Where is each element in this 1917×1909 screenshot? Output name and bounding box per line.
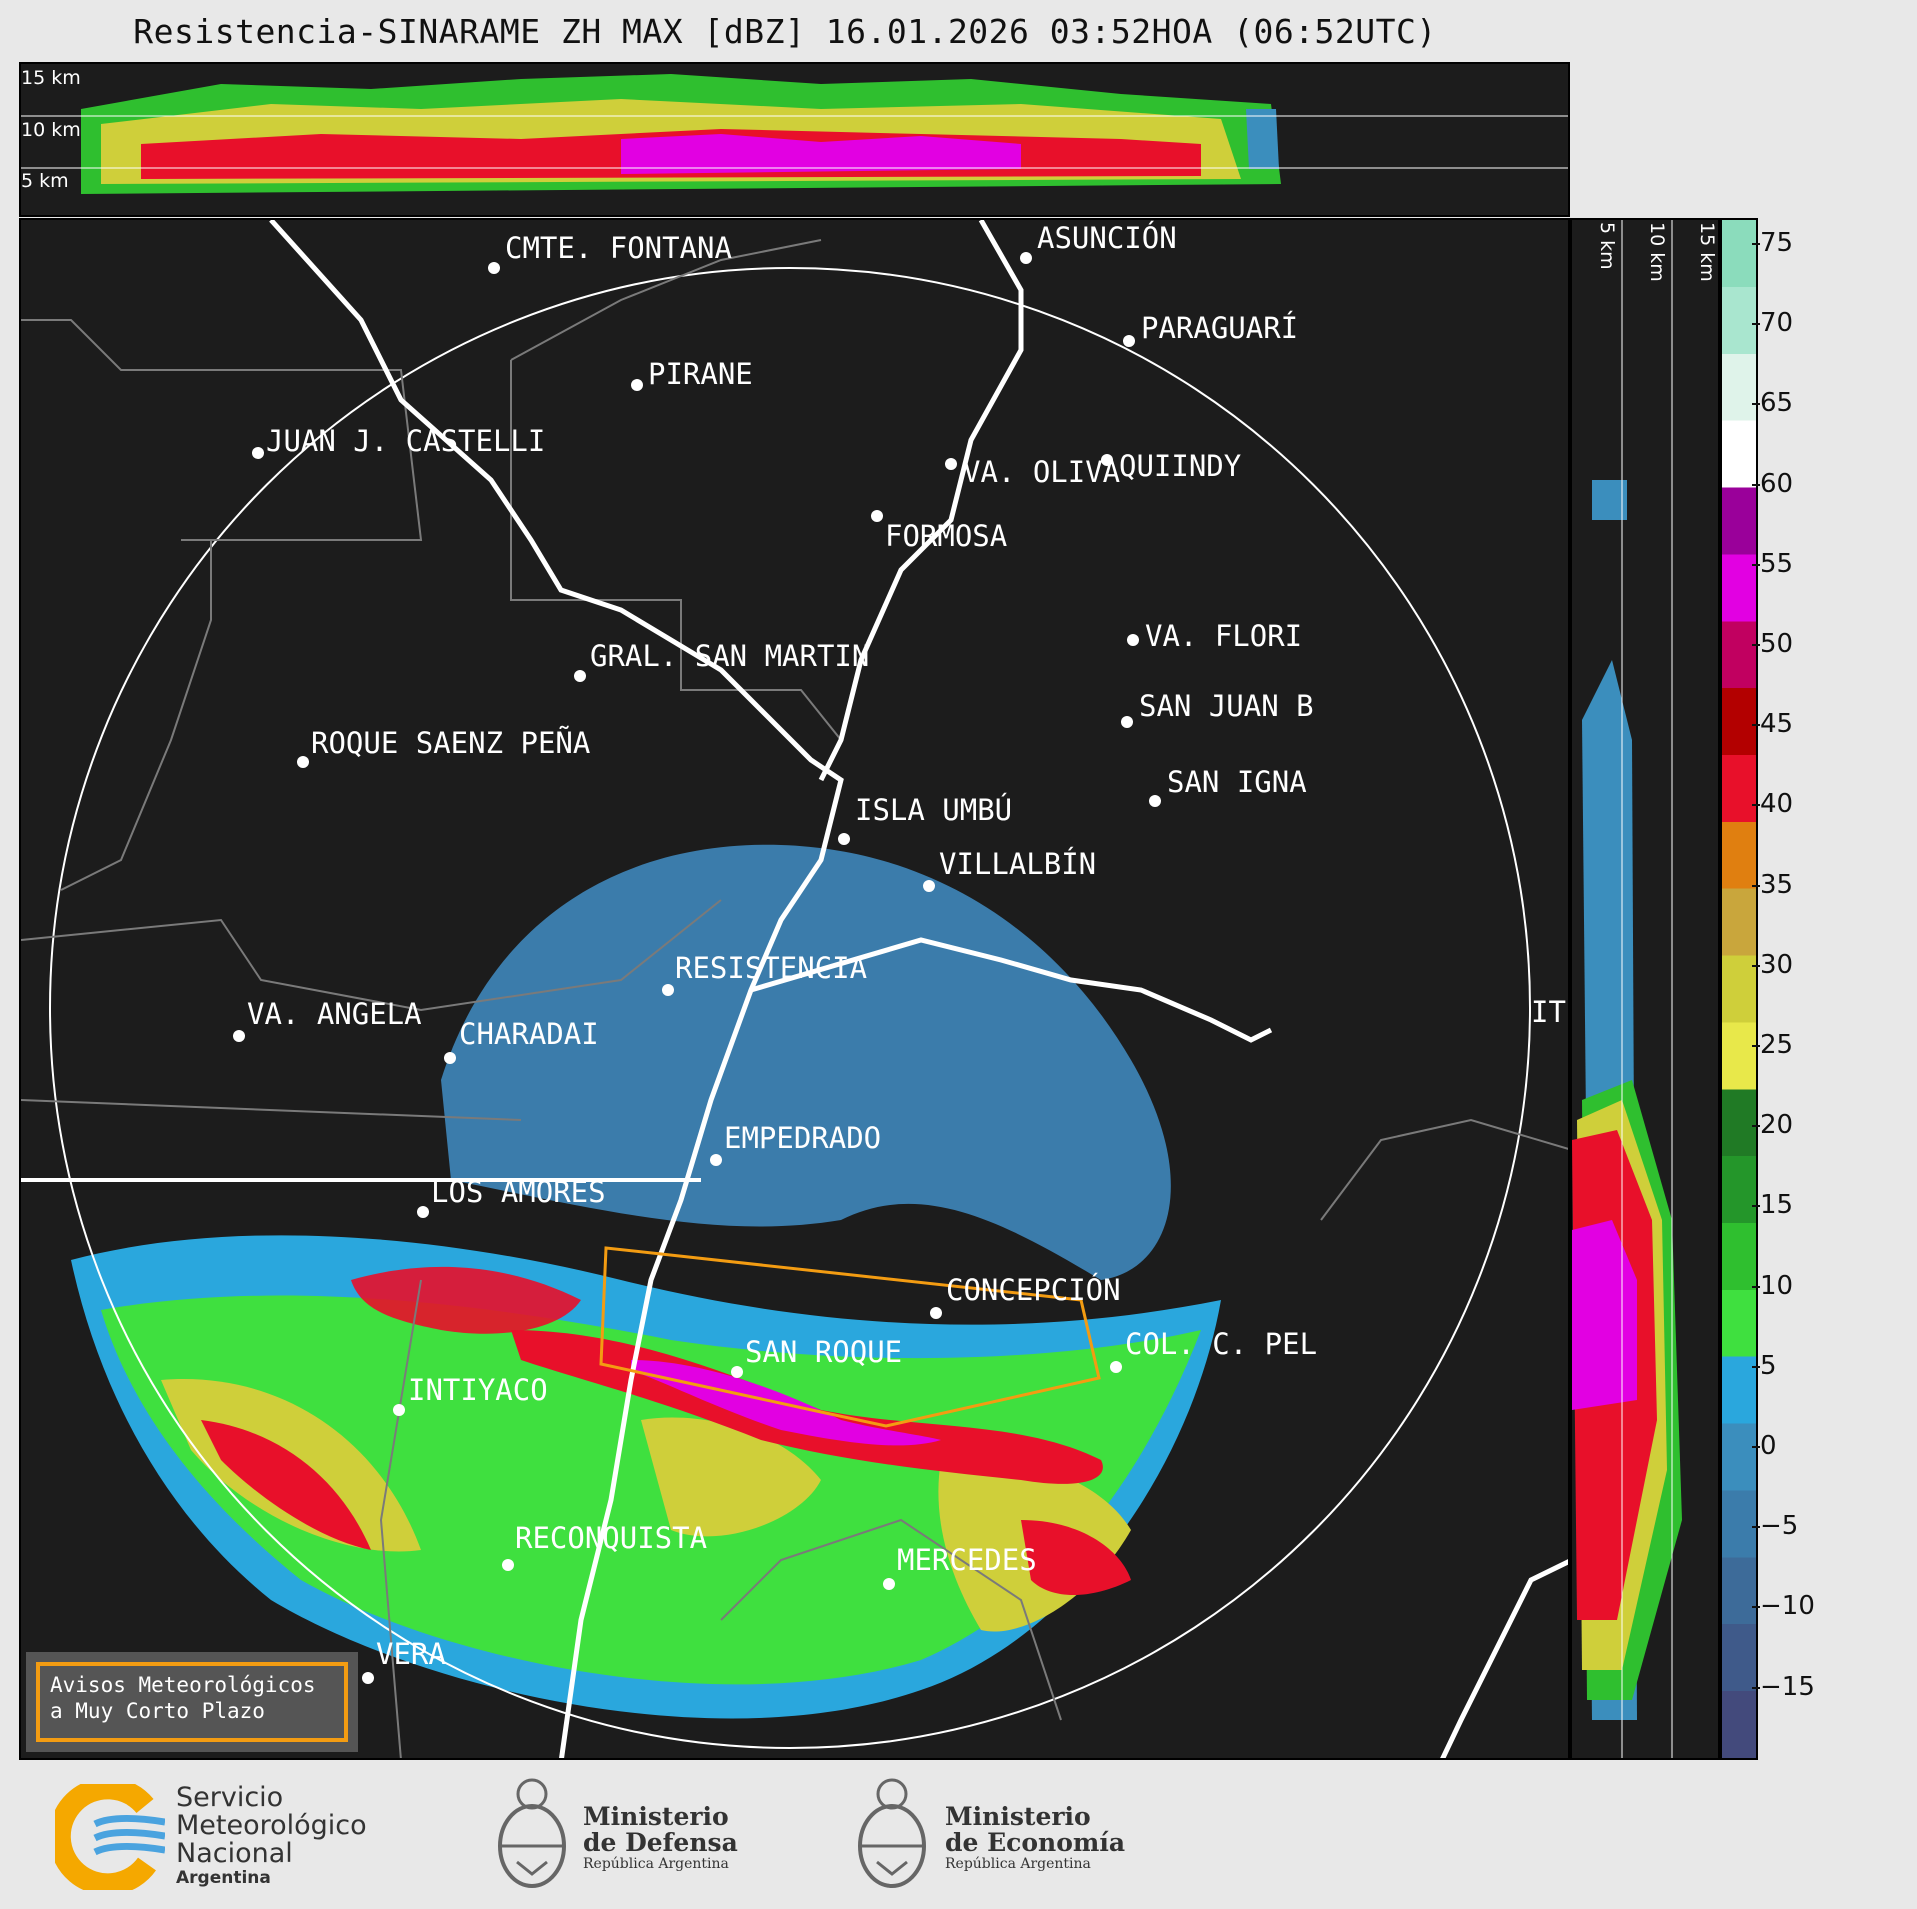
side-altitude-label: 15 km (1696, 222, 1718, 282)
colorbar-tick-label: 60 (1751, 468, 1794, 499)
city-label: CMTE. FONTANA (505, 231, 732, 265)
city-label: SAN IGNA (1167, 765, 1307, 799)
economia-line2: de Economía (945, 1828, 1126, 1857)
city-label: SAN ROQUE (745, 1335, 902, 1369)
radar-map: CMTE. FONTANA ASUNCIÓN PARAGUARÍ PIRANE … (19, 218, 1570, 1760)
warning-line2: a Muy Corto Plazo (50, 1699, 265, 1723)
city-label: RESISTENCIA (675, 951, 867, 985)
colorbar-tick-label: 30 (1751, 949, 1794, 980)
colorbar-tick-label: −15 (1752, 1671, 1815, 1702)
colorbar-tick-label: −10 (1752, 1591, 1815, 1622)
top-altitude-label: 15 km (21, 67, 81, 89)
smn-line2: Meteorológico (176, 1810, 367, 1841)
city-label: RECONQUISTA (515, 1521, 707, 1555)
smn-logo-icon (55, 1784, 165, 1890)
colorbar-tick-label: 10 (1751, 1270, 1794, 1301)
colorbar-tick-label: 45 (1751, 709, 1794, 740)
top-altitude-label: 10 km (21, 119, 81, 141)
side-altitude-label: 5 km (1596, 222, 1618, 270)
colorbar-tick-label: 40 (1751, 789, 1794, 820)
smn-line4: Argentina (176, 1868, 271, 1888)
economia-line1: Ministerio (945, 1802, 1091, 1831)
colorbar-tick-label: 5 (1752, 1350, 1777, 1381)
city-label: QUIINDY (1119, 449, 1241, 483)
city-label: PIRANE (648, 357, 753, 391)
city-label: VA. FLORI (1145, 619, 1302, 653)
city-label: VA. OLIVA (963, 455, 1120, 489)
city-label: GRAL. SAN MARTIN (590, 639, 869, 673)
city-label: INTIYACO (408, 1373, 548, 1407)
warning-legend: Avisos Meteorológicos a Muy Corto Plazo (26, 1652, 358, 1752)
page-title: Resistencia-SINARAME ZH MAX [dBZ] 16.01.… (133, 12, 1437, 51)
city-label: LOS AMORES (431, 1175, 606, 1209)
city-label: CHARADAI (459, 1017, 599, 1051)
side-cross-section: 5 km 10 km 15 km (1570, 218, 1720, 1760)
defensa-line1: Ministerio (583, 1802, 729, 1831)
city-label: MERCEDES (897, 1543, 1037, 1577)
colorbar-tick-label: 70 (1751, 308, 1794, 339)
economia-line3: República Argentina (945, 1856, 1091, 1872)
colorbar-tick-label: 65 (1751, 388, 1794, 419)
city-label: IT (1531, 995, 1566, 1029)
city-label: ASUNCIÓN (1037, 221, 1177, 255)
defensa-line3: República Argentina (583, 1856, 729, 1872)
coat-of-arms-icon (858, 1778, 926, 1888)
city-label: ROQUE SAENZ PEÑA (311, 726, 590, 760)
warning-line1: Avisos Meteorológicos (50, 1673, 316, 1697)
city-label: CONCEPCIÓN (946, 1273, 1121, 1307)
colorbar-tick-label: 20 (1751, 1110, 1794, 1141)
defensa-line2: de Defensa (583, 1828, 738, 1857)
smn-line1: Servicio (176, 1782, 284, 1813)
coat-of-arms-icon (498, 1778, 566, 1888)
city-label: VILLALBÍN (939, 847, 1096, 881)
colorbar-tick-label: 0 (1752, 1431, 1777, 1461)
colorbar-tick-label: 25 (1751, 1030, 1794, 1060)
colorbar-tick-label: −5 (1751, 1511, 1799, 1542)
top-cross-section: 15 km 10 km 5 km (19, 62, 1570, 217)
city-label: COL. C. PEL (1125, 1327, 1317, 1361)
colorbar (1720, 218, 1758, 1760)
city-label: FORMOSA (885, 519, 1007, 553)
city-label: PARAGUARÍ (1141, 311, 1298, 345)
side-altitude-label: 10 km (1646, 222, 1668, 282)
smn-line3: Nacional (176, 1838, 293, 1869)
city-label: ISLA UMBÚ (855, 793, 1012, 827)
colorbar-tick-label: 15 (1751, 1190, 1794, 1221)
city-label: EMPEDRADO (724, 1121, 881, 1155)
city-label: SAN JUAN B (1139, 689, 1314, 723)
city-label: VERA (376, 1637, 446, 1671)
city-label: VA. ANGELA (247, 997, 422, 1031)
colorbar-tick-label: 35 (1751, 869, 1794, 900)
colorbar-tick-label: 50 (1751, 629, 1794, 659)
top-altitude-label: 5 km (21, 170, 69, 192)
colorbar-tick-label: 75 (1751, 228, 1794, 258)
city-label: JUAN J. CASTELLI (266, 424, 545, 458)
footer: Servicio Meteorológico Nacional Argentin… (0, 1760, 1917, 1909)
colorbar-tick-label: 55 (1751, 548, 1794, 579)
